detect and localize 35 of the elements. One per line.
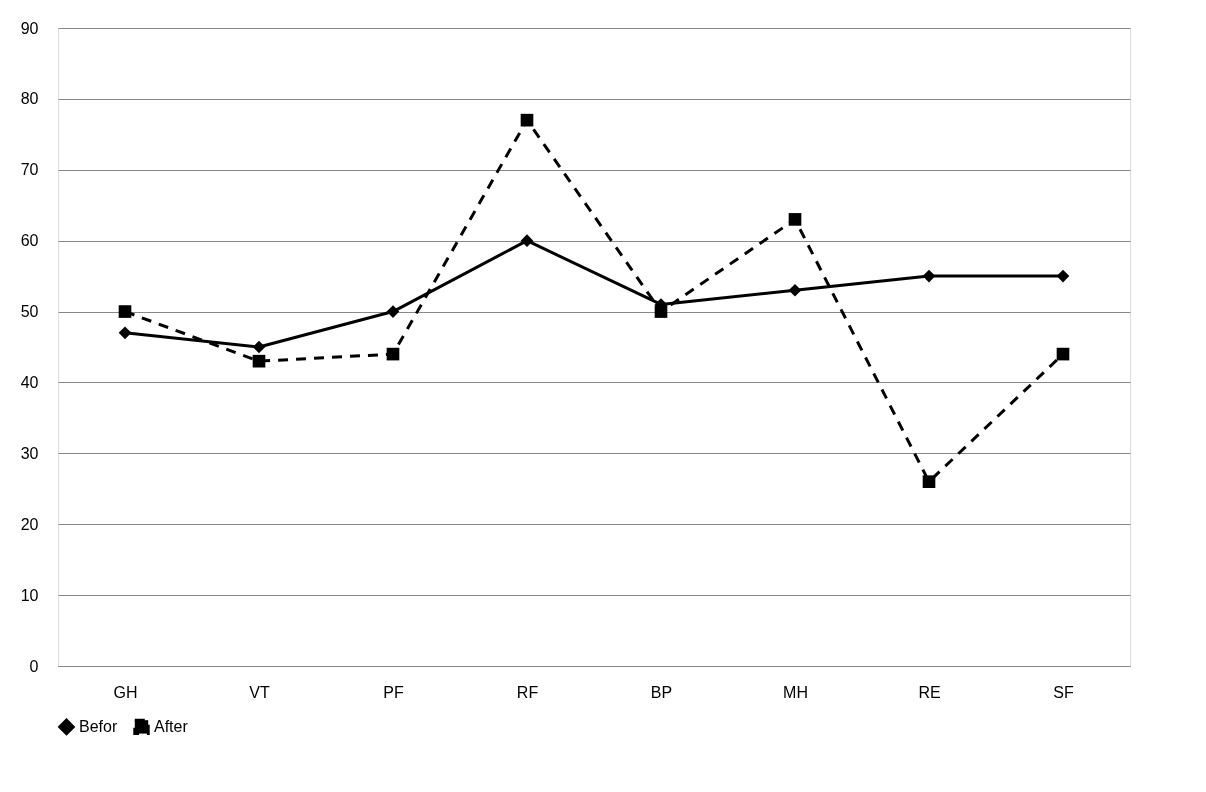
y-tick-label: 30 — [20, 444, 39, 462]
y-tick-label: 90 — [20, 19, 39, 37]
legend-label: Befor — [79, 717, 118, 735]
point — [654, 305, 668, 318]
point — [788, 283, 802, 297]
point — [252, 354, 266, 368]
point — [118, 326, 132, 340]
point — [118, 305, 132, 318]
point — [386, 305, 400, 318]
legend-label: After — [154, 717, 189, 735]
y-tick-label: 50 — [20, 303, 39, 321]
point — [1056, 347, 1070, 361]
point — [922, 475, 936, 489]
y-tick-label: 20 — [20, 515, 39, 533]
y-tick-label: 40 — [20, 373, 39, 391]
x-tick-label: VT — [249, 683, 270, 701]
x-tick-label: BP — [650, 683, 673, 701]
x-tick-label: RF — [516, 683, 539, 701]
y-tick-label: 70 — [20, 161, 39, 179]
point — [520, 234, 534, 247]
point — [386, 347, 400, 361]
x-tick-label: SF — [1053, 683, 1074, 701]
y-tick-label: 10 — [20, 586, 39, 604]
point — [788, 213, 802, 226]
y-tick-label: 0 — [29, 657, 39, 675]
y-tick-label: 80 — [20, 90, 39, 108]
x-tick-label: MH — [783, 683, 808, 701]
point — [520, 113, 534, 127]
y-tick-label: 60 — [20, 232, 39, 250]
point — [1056, 269, 1070, 283]
x-tick-label: RE — [918, 683, 941, 701]
x-tick-label: GH — [113, 683, 138, 701]
x-tick-label: PF — [383, 683, 404, 701]
point — [922, 269, 936, 283]
point — [252, 340, 266, 354]
